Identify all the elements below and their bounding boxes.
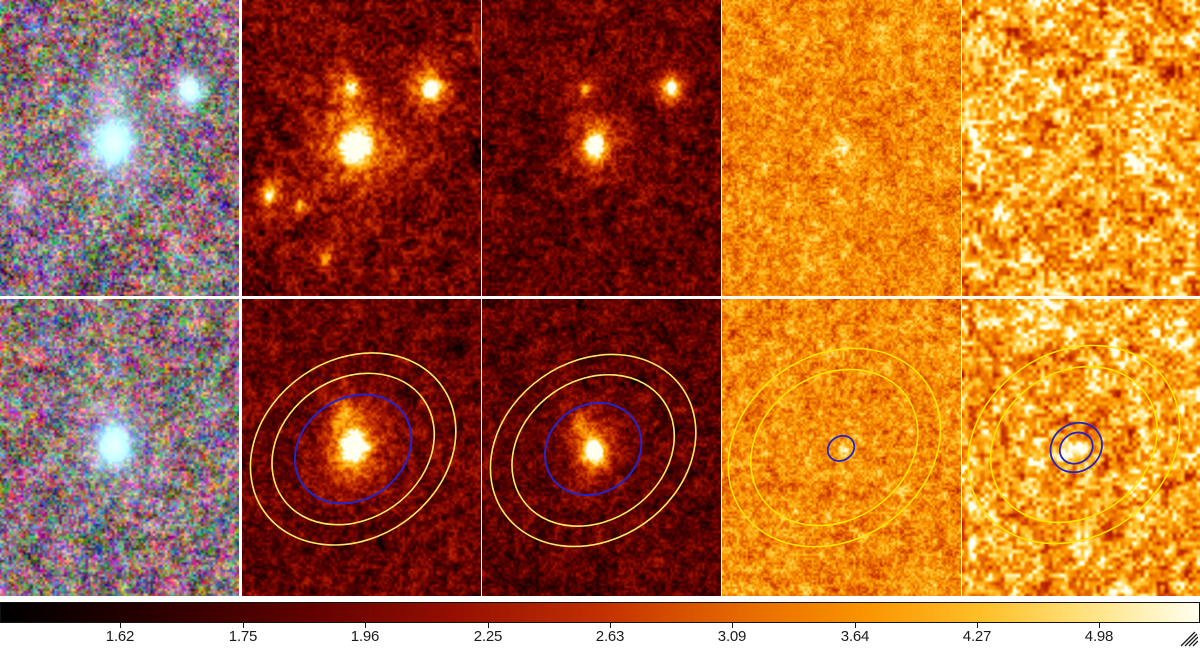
colorbar-tick-label: 4.98 [1084,628,1114,645]
rgb-composite-top-image [0,0,239,296]
radio-band-top [962,0,1200,296]
colorbar-tick-label: 1.62 [105,628,135,645]
colorbar-tick-mark [488,623,489,628]
contour-ellipse-3 [1049,421,1103,474]
colorbar-tick-label: 4.27 [962,628,992,645]
colorbar-tick-mark [732,623,733,628]
mid-infrared-band-bottom-image [482,299,721,596]
radio-band-bottom-image [962,299,1200,596]
near-infrared-band-bottom [242,299,481,596]
rgb-composite-bottom-image [0,299,239,596]
colorbar-tick-label: 1.75 [228,628,258,645]
submillimetre-band-bottom-contours [727,347,942,548]
radio-band-bottom [962,299,1200,596]
colorbar-tick-mark [243,623,244,628]
colorbar-tick-mark [120,623,121,628]
colorbar-gradient-frame [0,602,1200,623]
contour-ellipse-2 [271,372,436,526]
submillimetre-band-top [722,0,961,296]
panel-grid [0,0,1200,596]
colorbar-tick-label: 3.64 [840,628,870,645]
contour-ellipse-1 [727,347,942,548]
contour-ellipse-2 [750,368,919,527]
contour-ellipse-1 [489,353,697,548]
colorbar-gradient [1,603,1199,622]
submillimetre-band-bottom [722,299,961,596]
contour-ellipse-1 [249,352,457,546]
contour-ellipse-3 [826,434,856,462]
mid-infrared-band-top [482,0,721,296]
near-infrared-band-top [242,0,481,296]
colorbar-tick-mark [365,623,366,628]
near-infrared-band-bottom-contours [249,352,457,546]
colorbar-tick-mark [1099,623,1100,628]
contour-ellipse-4 [1058,431,1094,465]
near-infrared-band-top-image [242,0,481,296]
mid-infrared-band-top-image [482,0,721,296]
radio-band-bottom-contours [967,344,1181,545]
contour-ellipse-3 [543,401,643,497]
mid-infrared-band-bottom [482,299,721,596]
contour-ellipse-1 [967,344,1181,545]
mid-infrared-band-bottom-contours [489,353,697,548]
colorbar-tick-label: 2.25 [473,628,503,645]
colorbar: 1.62 1.75 1.96 2.25 2.63 3.09 3.64 4.27 4.98 [0,602,1200,649]
submillimetre-band-top-image [722,0,961,296]
contour-ellipse-2 [989,365,1158,524]
colorbar-tick-label: 2.63 [595,628,625,645]
colorbar-tick-mark [977,623,978,628]
hatch-slash-marker-icon [1180,631,1198,647]
rgb-composite-bottom [0,299,239,596]
radio-band-top-image [962,0,1200,296]
near-infrared-band-bottom-image [242,299,481,596]
contour-ellipse-3 [293,393,413,505]
colorbar-tick-mark [855,623,856,628]
colorbar-tick-mark [610,623,611,628]
colorbar-tick-label: 3.09 [717,628,747,645]
rgb-composite-top [0,0,239,296]
colorbar-tick-label: 1.96 [350,628,380,645]
contour-ellipse-2 [511,373,676,527]
